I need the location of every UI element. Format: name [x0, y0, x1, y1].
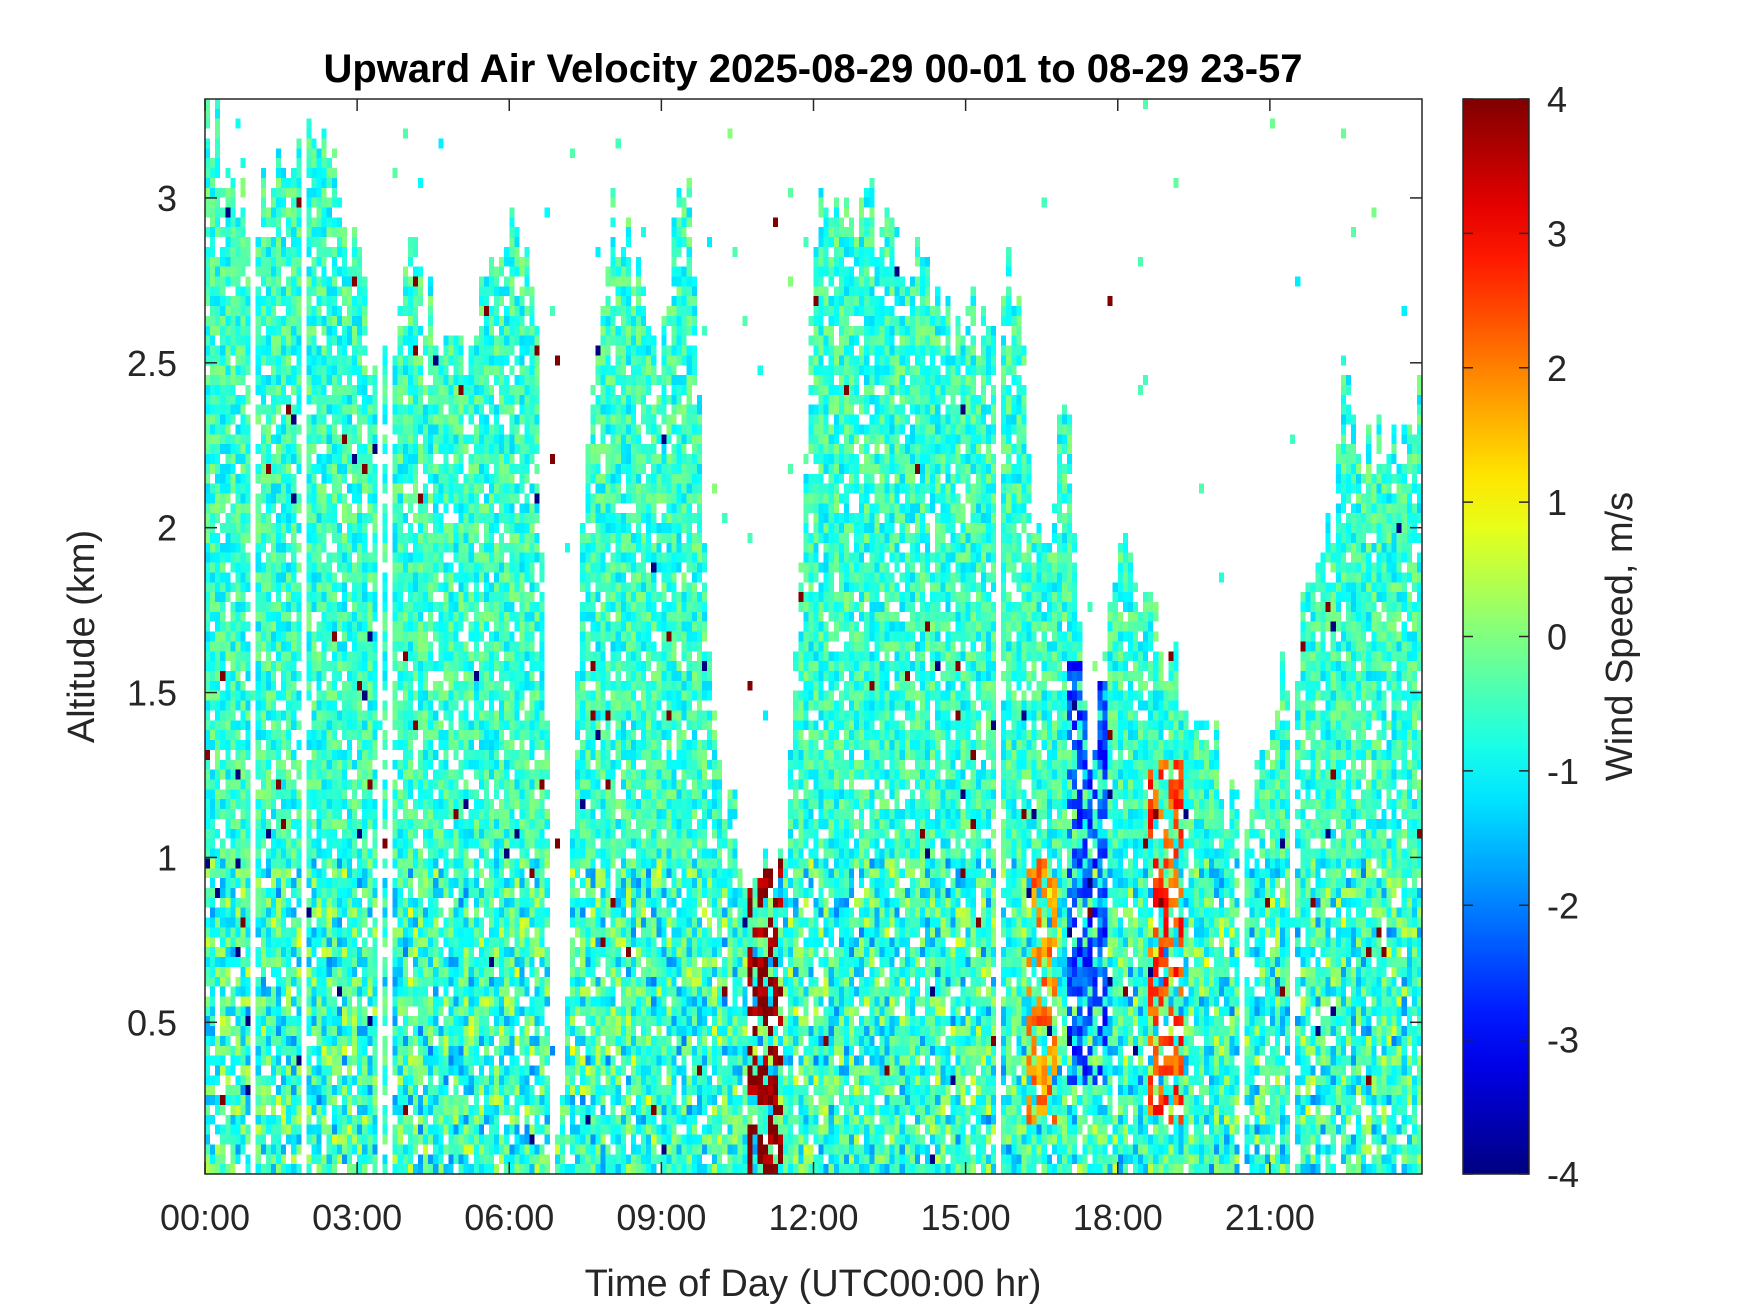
x-tick-label: 06:00 [464, 1197, 554, 1238]
chart-title: Upward Air Velocity 2025-08-29 00-01 to … [323, 47, 1302, 91]
x-tick-label: 00:00 [160, 1197, 250, 1238]
y-tick-label: 2.5 [127, 343, 177, 384]
colorbar-tick-label: 3 [1547, 213, 1567, 254]
colorbar-ticks: -4 -3 -2 -1 0 1 2 3 4 [1463, 79, 1579, 1195]
colorbar-label: Wind Speed, m/s [1599, 492, 1641, 781]
colorbar-tick-label: -3 [1547, 1020, 1579, 1061]
x-tick-label: 18:00 [1073, 1197, 1163, 1238]
colorbar-tick-label: 0 [1547, 617, 1567, 658]
x-tick-label: 15:00 [921, 1197, 1011, 1238]
y-tick-label: 1 [157, 837, 177, 878]
x-axis: 00:00 03:00 06:00 09:00 12:00 15:00 18:00 21:00 [160, 99, 1315, 1238]
colorbar-tick-label: 2 [1547, 348, 1567, 389]
y-axis: 0.5 1 1.5 2 2.5 3 [127, 178, 1422, 1043]
x-axis-label: Time of Day (UTC00:00 hr) [585, 1263, 1042, 1305]
colorbar-tick-label: -4 [1547, 1154, 1579, 1195]
colorbar-tick-label: -1 [1547, 751, 1579, 792]
colorbar-gradient [1462, 98, 1530, 1175]
plot-area [204, 98, 1423, 1175]
y-tick-label: 2 [157, 508, 177, 549]
x-tick-label: 09:00 [616, 1197, 706, 1238]
colorbar-tick-label: -2 [1547, 885, 1579, 926]
colorbar-tick-label: 4 [1547, 79, 1567, 120]
y-tick-label: 1.5 [127, 673, 177, 714]
x-tick-label: 12:00 [768, 1197, 858, 1238]
colorbar-tick-label: 1 [1547, 482, 1567, 523]
colorbar: -4 -3 -2 -1 0 1 2 3 4 Wind Speed, m/s [1462, 79, 1641, 1195]
y-axis-label: Altitude (km) [61, 530, 103, 743]
y-tick-label: 3 [157, 178, 177, 219]
x-tick-label: 21:00 [1225, 1197, 1315, 1238]
heatmap-cells [205, 99, 1422, 1174]
y-tick-label: 0.5 [127, 1002, 177, 1043]
x-tick-label: 03:00 [312, 1197, 402, 1238]
